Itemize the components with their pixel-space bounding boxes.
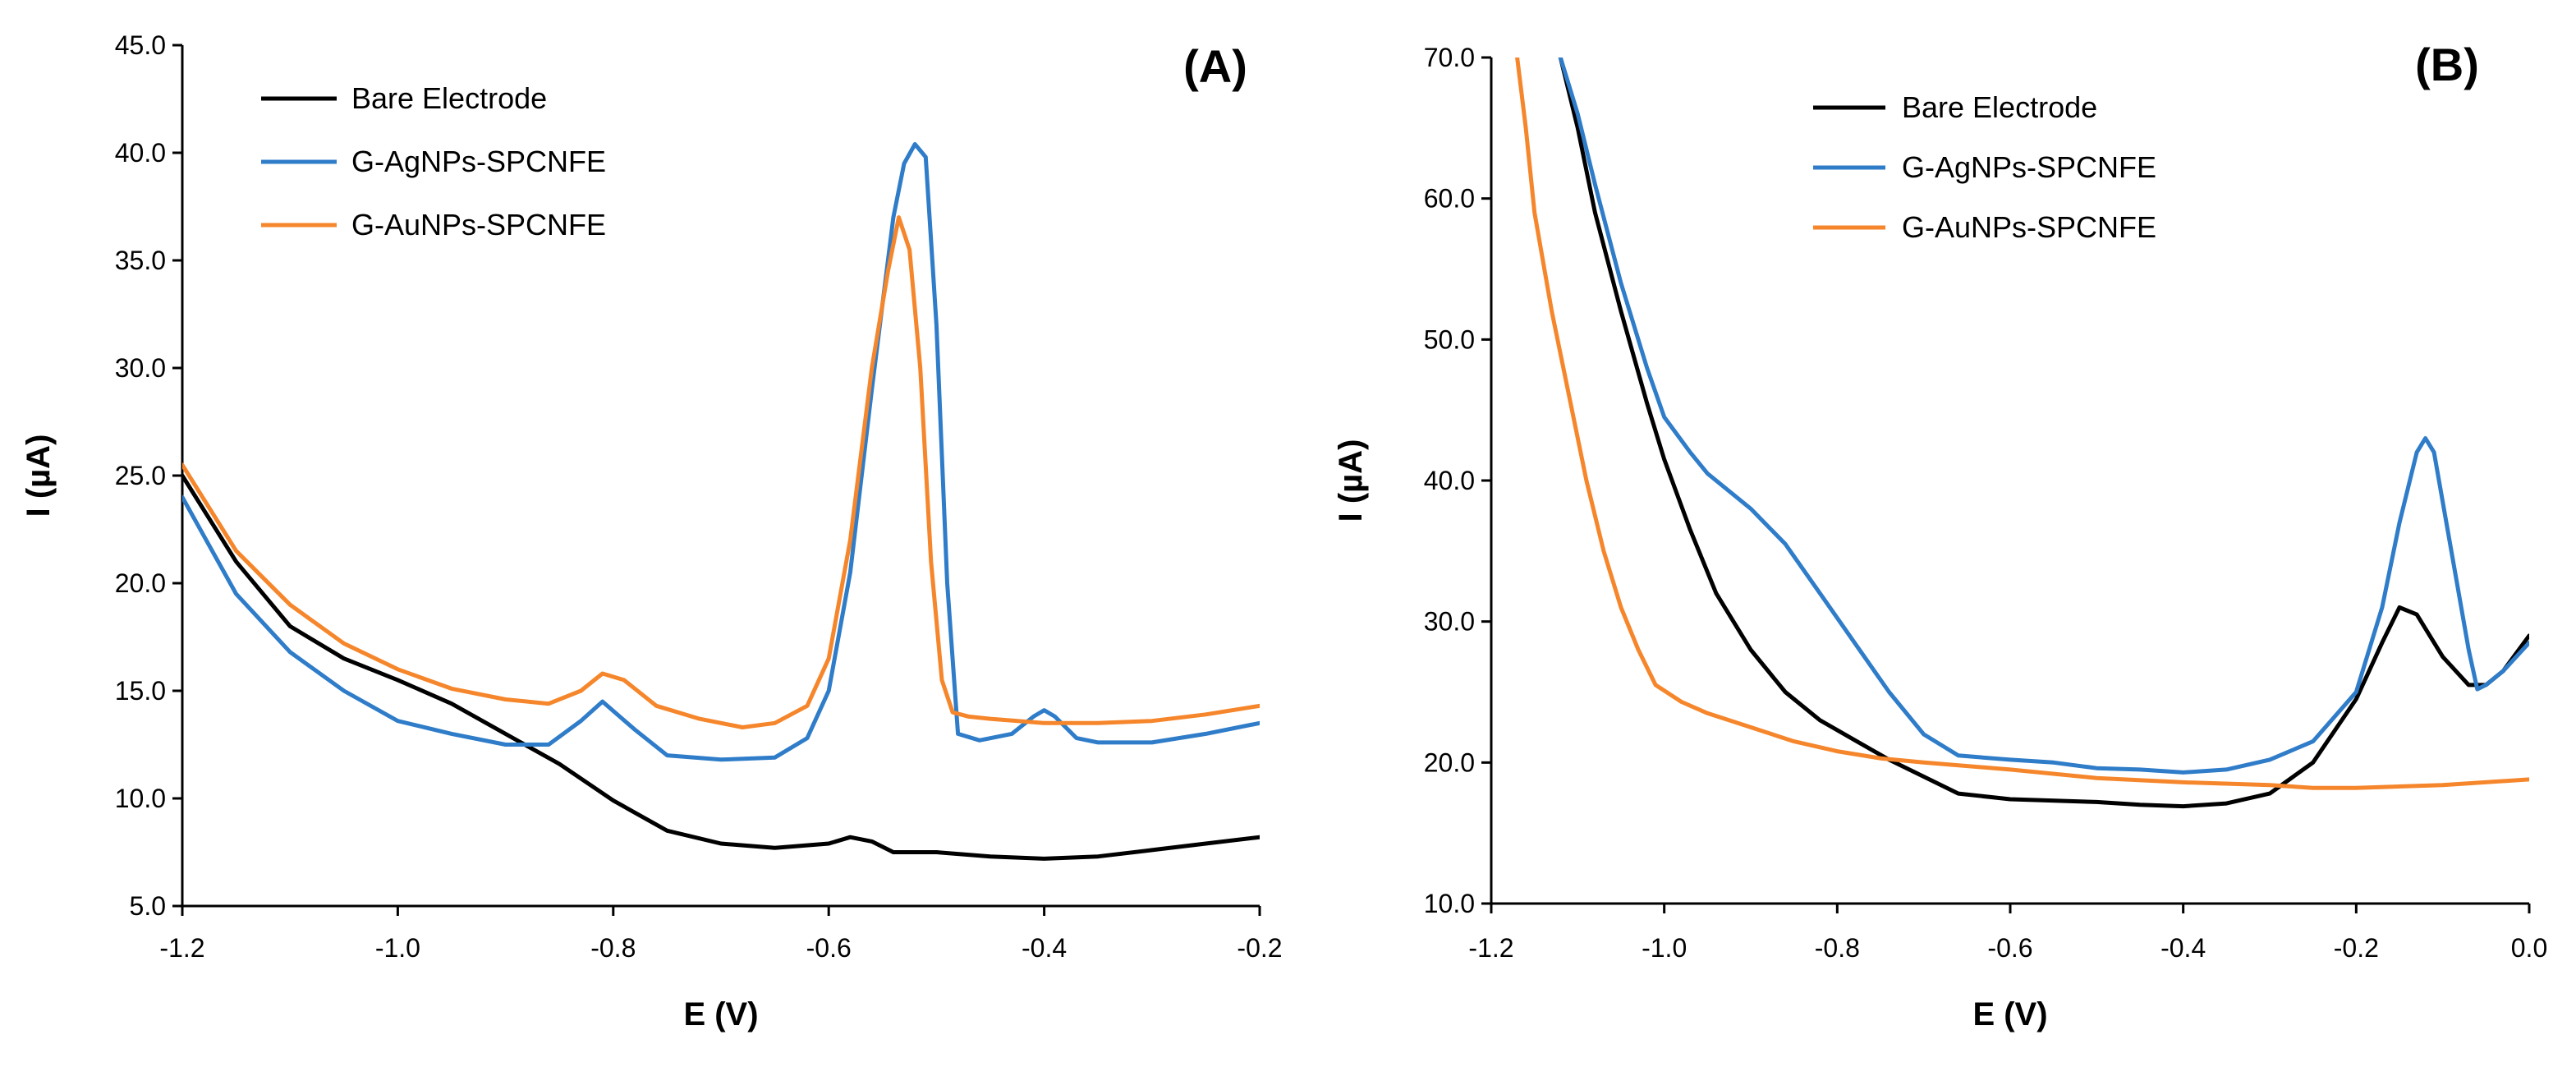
a-legend-label-bare-electrode: Bare Electrode [351,81,547,115]
a-y-tick-label: 5.0 [130,891,166,921]
a-y-tick-label: 15.0 [115,676,166,706]
b-x-tick-label: -0.2 [2334,933,2379,963]
b-legend-label-g-agnps-spcnfe: G-AgNPs-SPCNFE [1902,150,2156,184]
a-series-line-g-agnps-spcnfe [182,142,1260,762]
b-y-axis-title: I (µA) [1333,439,1369,522]
a-y-tick-label: 35.0 [115,246,166,275]
b-series-line-g-aunps-spcnfe [1515,57,2529,790]
a-series-line-bare-electrode [182,473,1260,861]
b-y-tick-label: 60.0 [1424,184,1475,214]
a-y-tick-label: 30.0 [115,353,166,383]
b-legend-label-g-aunps-spcnfe: G-AuNPs-SPCNFE [1902,210,2156,244]
a-y-tick-label: 20.0 [115,568,166,598]
b-y-tick-label: 50.0 [1424,324,1475,354]
b-y-tick-label: 30.0 [1424,607,1475,637]
a-y-tick-label: 10.0 [115,784,166,813]
b-x-axis-title: E (V) [1972,996,2047,1033]
b-x-tick-label: -1.2 [1468,933,1513,963]
b-x-tick-label: -0.4 [2160,933,2206,963]
a-series-line-g-aunps-spcnfe [182,215,1260,729]
b-x-tick-label: 0.0 [2511,933,2547,963]
a-x-tick-label: -0.6 [806,933,852,963]
a-y-axis-title: I (µA) [21,435,57,517]
a-legend-label-g-aunps-spcnfe: G-AuNPs-SPCNFE [351,208,606,241]
b-y-tick-label: 40.0 [1424,466,1475,495]
b-series-line-g-agnps-spcnfe [1558,57,2529,775]
b-y-tick-label: 10.0 [1424,889,1475,918]
chart-a-canvas: 5.0 10.0 15.0 20.0 25.0 30.0 35.0 40.0 45.0 -1.2 -… [21,30,1283,1033]
a-legend-label-g-agnps-spcnfe: G-AgNPs-SPCNFE [351,145,606,178]
chart-b-canvas: 10.0 20.0 30.0 40.0 50.0 60.0 70.0 -1.2 -1.0 -0.8… [1333,39,2547,1033]
b-x-tick-label: -1.0 [1642,933,1687,963]
a-y-tick-label: 40.0 [115,138,166,168]
b-x-tick-label: -0.6 [1987,933,2032,963]
a-x-tick-label: -1.2 [159,933,204,963]
a-x-tick-label: -0.4 [1022,933,1067,963]
chart-panel-a: 5.0 10.0 15.0 20.0 25.0 30.0 35.0 40.0 45.0 -1.2 -… [0,0,1288,1063]
b-x-tick-label: -0.8 [1815,933,1860,963]
b-panel-label: (B) [2415,39,2479,90]
a-x-tick-label: -0.2 [1237,933,1282,963]
a-y-tick-label: 25.0 [115,461,166,490]
a-y-tick-label: 45.0 [115,30,166,60]
a-x-axis-title: E (V) [683,996,758,1033]
a-panel-label: (A) [1183,40,1247,92]
b-y-tick-label: 20.0 [1424,747,1475,777]
b-legend-label-bare-electrode: Bare Electrode [1902,90,2097,124]
b-series-line-bare-electrode [1558,57,2529,809]
chart-panel-b: 10.0 20.0 30.0 40.0 50.0 60.0 70.0 -1.2 -1.0 -0.8… [1288,0,2575,1063]
a-x-tick-label: -1.0 [375,933,420,963]
b-y-tick-label: 70.0 [1424,43,1475,72]
a-x-tick-label: -0.8 [590,933,636,963]
